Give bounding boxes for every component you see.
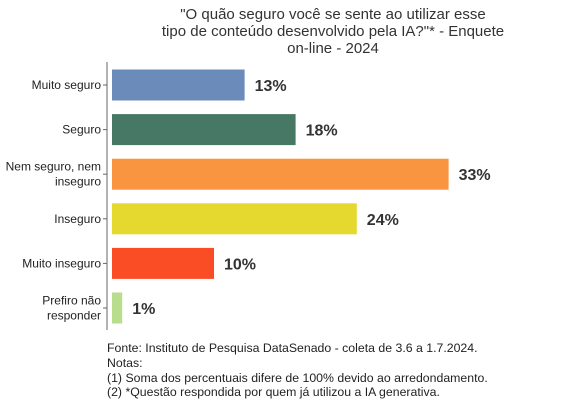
category-label: Nem seguro, nem inseguro [6, 160, 102, 189]
note-2: (2) *Questão respondida por quem já util… [107, 385, 440, 400]
category-label: Inseguro [54, 212, 101, 226]
category-label: Muito seguro [32, 78, 102, 92]
category-label-line: Muito seguro [32, 78, 102, 92]
data-label: 13% [255, 78, 287, 95]
bar [112, 69, 245, 101]
category-label-line: inseguro [55, 175, 101, 189]
data-label: 24% [367, 212, 399, 229]
bar [112, 292, 123, 324]
category-label-line: Seguro [62, 123, 101, 137]
chart-title: "O quão seguro você se sente ao utilizar… [150, 6, 516, 57]
data-label: 10% [224, 256, 256, 273]
bar [112, 203, 357, 235]
category-label: Prefiro não responder [42, 294, 101, 323]
data-label: 33% [459, 167, 491, 184]
bar [112, 247, 214, 279]
category-label-line: Nem seguro, nem [6, 160, 101, 174]
category-label-line: responder [47, 309, 101, 323]
category-label-line: Prefiro não [42, 294, 101, 308]
category-label-line: Inseguro [54, 212, 101, 226]
chart-notes: Fonte: Instituto de Pesquisa DataSenado … [107, 341, 488, 400]
category-label-line: Muito inseguro [22, 256, 101, 270]
bar-chart: 13% Muito seguro 18% Seguro 33% Nem seguro, n… [6, 62, 491, 330]
chart-title-line: tipo de conteúdo desenvolvido pela IA?"*… [161, 23, 505, 40]
notes-heading: Notas: [107, 355, 143, 370]
chart-title-line: "O quão seguro você se sente ao utilizar… [180, 6, 486, 23]
category-label: Muito inseguro [22, 256, 101, 270]
data-label: 18% [306, 123, 338, 140]
category-label: Seguro [62, 123, 101, 137]
chart-title-line: on-line - 2024 [287, 40, 379, 57]
source-note: Fonte: Instituto de Pesquisa DataSenado … [107, 341, 478, 355]
note-1: (1) Soma dos percentuais difere de 100% … [107, 370, 488, 385]
bar [112, 158, 449, 190]
data-label: 1% [132, 301, 155, 318]
bar [112, 114, 296, 146]
